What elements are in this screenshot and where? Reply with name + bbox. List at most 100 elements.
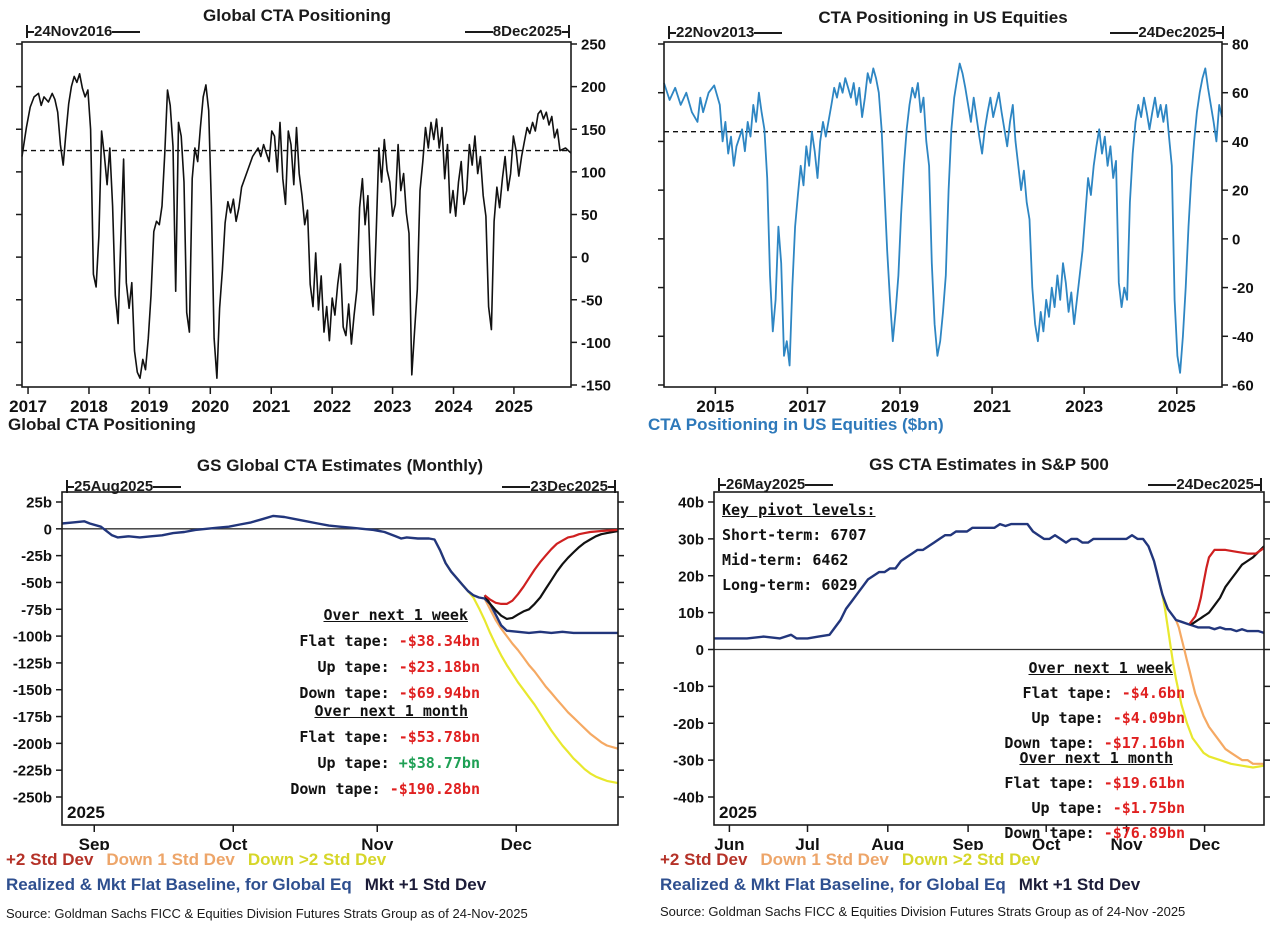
y-tick-label: -150 xyxy=(581,378,611,395)
annotation-title: Over next 1 week xyxy=(323,606,469,624)
x-tick-label: 2022 xyxy=(313,397,351,416)
y-tick-label: 250 xyxy=(581,37,606,54)
y-tick-label: -20b xyxy=(673,716,704,733)
panel-global-cta-positioning: 250 200 150 100 50 0 -50 -100 -150 2017 2018 2019 20… xyxy=(0,0,640,450)
pivot-label: Short-term: xyxy=(722,526,822,544)
legend-mkt-plus1-std-dev: Mkt +1 Std Dev xyxy=(1018,875,1141,894)
legend-down2-std-dev: Down >2 Std Dev xyxy=(901,850,1041,869)
forecast-month-annotation: Over next 1 month Flat tape: -$53.78bn U… xyxy=(180,698,480,802)
date-range-start: 25Aug2025 xyxy=(66,478,182,495)
legend-down2-std-dev: Down >2 Std Dev xyxy=(247,850,387,869)
series-mkt-1-std-dev xyxy=(1189,545,1265,625)
plot-cta-us-equities: 80 60 40 20 0 -20 -40 -60 2015 2017 2019 2021 2023 20… xyxy=(658,37,1254,416)
range-tick xyxy=(718,478,720,491)
x-tick-label: 2019 xyxy=(881,397,919,416)
date-range-start: 24Nov2016 xyxy=(26,23,141,40)
annotation-row: Up tape: +$38.77bn xyxy=(180,750,480,776)
x-tick-label: Jul xyxy=(795,835,820,850)
range-dash xyxy=(502,485,531,488)
legend-plus2-std-dev: +2 Std Dev xyxy=(6,850,94,869)
range-dash xyxy=(112,30,141,33)
y-tick-label: 40 xyxy=(1232,134,1249,151)
legend-down1-std-dev: Down 1 Std Dev xyxy=(760,850,889,869)
y-tick-label: -20 xyxy=(1232,280,1254,297)
y-tick-label: 10b xyxy=(678,605,704,622)
pivot-row: Long-term: 6029 xyxy=(722,573,876,598)
y-tick-label: -150b xyxy=(13,682,52,699)
y-tick-label: -100b xyxy=(13,629,52,646)
tape-label: Up tape: xyxy=(317,658,390,676)
end-date-label: 24Dec2025 xyxy=(1138,24,1216,41)
y-tick-label: -40 xyxy=(1232,329,1254,346)
y-tick-label: -60 xyxy=(1232,378,1254,395)
annotation-row: Flat tape: -$38.34bn xyxy=(180,628,480,654)
annotation-title: Over next 1 week xyxy=(1028,659,1174,677)
tape-value: -$4.09bn xyxy=(1112,709,1185,727)
tape-value: -$53.78bn xyxy=(398,728,480,746)
chart-footer-label: CTA Positioning in US Equities ($bn) xyxy=(648,415,944,434)
series-realized-mkt-flat-baseline-for-global-eq xyxy=(61,514,618,635)
tape-value: -$38.34bn xyxy=(398,632,480,650)
y-tick-label: 100 xyxy=(581,164,606,181)
y-tick-label: -125b xyxy=(13,655,52,672)
x-tick-label: 2019 xyxy=(130,397,168,416)
date-range-start: 22Nov2013 xyxy=(668,24,783,41)
range-dash xyxy=(1148,483,1177,486)
y-tick-label: -225b xyxy=(13,763,52,780)
x-tick-label: 2015 xyxy=(696,397,734,416)
plot-gs-cta-estimates-spx: 40b 30b 20b 10b 0 -10b -20b -30b -40b Jun Jul Aug Se… xyxy=(673,491,1270,850)
range-dash xyxy=(670,31,676,34)
series-realized-mkt-flat-baseline-for-global-eq xyxy=(714,522,1265,640)
series-mkt-1-std-dev xyxy=(483,529,619,620)
pivot-row: Short-term: 6707 xyxy=(722,523,876,548)
y-tick-label: 0 xyxy=(1232,231,1240,248)
tape-value: -$76.89bn xyxy=(1103,824,1185,842)
annotation-row: Down tape: -$17.16bn xyxy=(875,731,1185,756)
annotation-row: Down tape: -$190.28bn xyxy=(180,776,480,802)
range-tick xyxy=(668,26,670,39)
y-tick-label: 60 xyxy=(1232,85,1249,102)
annotation-row: Up tape: -$1.75bn xyxy=(875,796,1185,821)
y-tick-label: -25b xyxy=(21,548,52,565)
legend-std-dev-row: +2 Std Dev Down 1 Std Dev Down >2 Std De… xyxy=(660,850,1040,870)
range-dash xyxy=(1216,31,1222,34)
chart-title: Global CTA Positioning xyxy=(203,6,391,25)
range-tick xyxy=(66,480,68,493)
annotation-title: Over next 1 month xyxy=(1019,749,1173,767)
annotation-row: Flat tape: -$4.6bn xyxy=(875,681,1185,706)
tape-label: Down tape: xyxy=(1004,734,1095,752)
range-dash xyxy=(464,30,493,33)
tape-label: Flat tape: xyxy=(299,728,390,746)
y-tick-label: -40b xyxy=(673,790,704,807)
legend-mkt-plus1-std-dev: Mkt +1 Std Dev xyxy=(364,875,487,894)
x-tick-label: Jun xyxy=(714,835,744,850)
annotation-row: Flat tape: -$53.78bn xyxy=(180,724,480,750)
range-tick xyxy=(26,25,28,38)
tape-label: Down tape: xyxy=(299,684,390,702)
y-tick-label: 0 xyxy=(581,250,589,267)
start-date-label: 26May2025 xyxy=(726,476,806,493)
chart-title: GS CTA Estimates in S&P 500 xyxy=(869,455,1109,474)
plot-border xyxy=(713,491,1265,826)
panel-gs-cta-estimates-spx: 40b 30b 20b 10b 0 -10b -20b -30b -40b Jun Jul Aug Se… xyxy=(640,450,1280,937)
pivot-value: 6029 xyxy=(821,576,858,594)
tape-value: -$23.18bn xyxy=(398,658,480,676)
start-date-label: 22Nov2013 xyxy=(676,24,755,41)
pivot-title: Key pivot levels: xyxy=(722,501,876,519)
range-dash xyxy=(68,485,74,488)
pivot-label: Mid-term: xyxy=(722,551,804,569)
x-tick-label: 2020 xyxy=(191,397,229,416)
x-tick-label: 2023 xyxy=(1065,397,1103,416)
x-tick-label: Nov xyxy=(1110,835,1143,850)
range-dash xyxy=(805,483,834,486)
date-range-end: 8Dec2025 xyxy=(464,23,570,40)
pivot-row: Mid-term: 6462 xyxy=(722,548,876,573)
range-tick xyxy=(1260,478,1262,491)
y-tick-label: 150 xyxy=(581,122,606,139)
x-tick-label: Aug xyxy=(871,835,904,850)
legend-baseline-row: Realized & Mkt Flat Baseline, for Global… xyxy=(6,875,486,895)
x-tick-label: 2025 xyxy=(1158,397,1196,416)
y-tick-label: -175b xyxy=(13,709,52,726)
chart-title: GS Global CTA Estimates (Monthly) xyxy=(196,456,484,475)
annotation-row: Down tape: -$69.94bn xyxy=(180,680,480,706)
